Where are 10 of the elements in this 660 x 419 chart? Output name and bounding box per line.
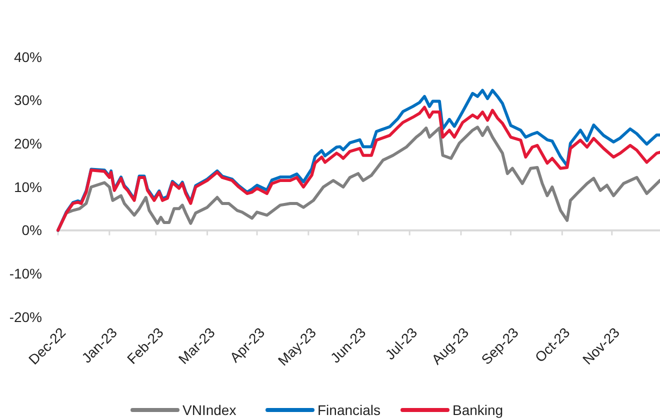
y-tick-label: 10% [14, 178, 42, 195]
y-tick-label: 0% [22, 222, 42, 238]
y-tick-label: 30% [14, 92, 42, 108]
y-tick-label: -10% [9, 266, 42, 282]
y-tick-label: 40% [14, 48, 42, 65]
legend-label: Financials [318, 402, 381, 418]
y-tick-label: 20% [14, 136, 42, 152]
legend-label: VNIndex [182, 402, 236, 418]
y-tick-label: -20% [9, 308, 42, 325]
legend-label: Banking [452, 402, 504, 418]
